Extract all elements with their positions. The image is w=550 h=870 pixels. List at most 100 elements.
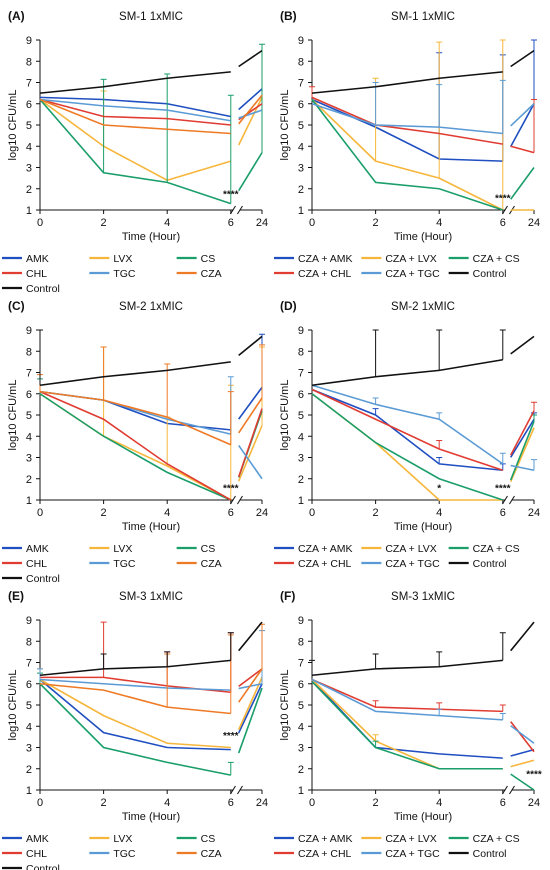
panel-b-series-cza-cs bbox=[311, 99, 535, 211]
panel-a-series-cs bbox=[39, 43, 265, 205]
panel-f-x-tick-label: 24 bbox=[528, 797, 540, 809]
panel-a-y-label: log10 CFU/mL bbox=[7, 90, 19, 161]
panel-d-y-tick-label: 8 bbox=[298, 346, 304, 358]
panel-f-series-cza-cs bbox=[311, 681, 535, 791]
panel-a-line-tail-cza bbox=[238, 94, 263, 125]
panel-c-legend-lvx: LVX bbox=[89, 543, 132, 555]
panel-b-legend-cza-tgc: CZA + TGC bbox=[361, 268, 440, 280]
panel-b-x-tick-label: 0 bbox=[309, 217, 315, 229]
panel-c-legend-label: Control bbox=[26, 573, 60, 585]
panel-e-axis-break bbox=[230, 785, 236, 795]
panel-c-legend-tgc: TGC bbox=[89, 558, 136, 570]
panel-c-line-chl bbox=[39, 390, 232, 501]
panel-e-legend-label: CZA bbox=[201, 848, 222, 860]
panel-c-legend-label: TGC bbox=[113, 558, 136, 570]
panel-f-legend-cza-tgc: CZA + TGC bbox=[361, 848, 440, 860]
panel-b-line-control bbox=[311, 71, 503, 94]
panel-b-legend-label: CZA + AMK bbox=[298, 253, 353, 265]
panel-d-y-tick-label: 2 bbox=[298, 474, 304, 486]
panel-a-legend-cza: CZA bbox=[176, 268, 222, 280]
panel-b-y-tick-label: 1 bbox=[298, 205, 304, 217]
panel-d-line-cza-cs bbox=[311, 393, 504, 501]
panel-e-series-cs bbox=[37, 672, 263, 776]
panel-e-series-amk bbox=[39, 678, 263, 751]
panel-c-legend-label: LVX bbox=[113, 543, 132, 555]
panel-b-legend-label: CZA + CHL bbox=[298, 268, 352, 280]
panel-a-line-cza bbox=[39, 98, 231, 135]
panel-a-axis-break bbox=[230, 205, 236, 215]
panel-f-line-cza-tgc bbox=[311, 678, 503, 721]
panel-c-legend-chl: CHL bbox=[2, 558, 47, 570]
panel-e-line-cs bbox=[39, 683, 231, 776]
panel-e-y-label: log10 CFU/mL bbox=[7, 670, 19, 741]
panel-d-legend-cza-amk: CZA + AMK bbox=[274, 543, 353, 555]
panel-b-legend-label: Control bbox=[473, 268, 507, 280]
panel-c-y-tick-label: 6 bbox=[26, 389, 32, 401]
panel-c-y-tick-label: 3 bbox=[26, 453, 32, 465]
panel-b-line-tail-cza-amk bbox=[509, 103, 535, 147]
panel-a-legend-label: Control bbox=[26, 283, 60, 295]
panel-c-significance: **** bbox=[223, 484, 239, 495]
panel-c-legend-label: AMK bbox=[26, 543, 49, 555]
panel-f-axis-break bbox=[509, 785, 515, 795]
panel-e-y-tick-label: 2 bbox=[26, 764, 32, 776]
panel-f-y-tick-label: 9 bbox=[298, 615, 304, 627]
panel-d-x-tick-label: 2 bbox=[373, 507, 379, 519]
panel-d-line-cza-lvx bbox=[311, 393, 503, 501]
panel-f-series-cza-amk bbox=[311, 678, 535, 759]
panel-a-y-tick-label: 6 bbox=[26, 99, 32, 111]
panel-a-line-tail-control bbox=[238, 49, 263, 68]
panel-a-significance: **** bbox=[223, 189, 239, 200]
panel-d-legend-cza-chl: CZA + CHL bbox=[274, 558, 352, 570]
panel-b-line-cza-tgc bbox=[311, 102, 503, 135]
panel-d-legend-label: CZA + CHL bbox=[298, 558, 352, 570]
panel-e-axis-break bbox=[237, 785, 243, 795]
panel-f-y-tick-label: 6 bbox=[298, 679, 304, 691]
panel-c-x-tick-label: 0 bbox=[37, 507, 43, 519]
panel-e-significance: **** bbox=[223, 731, 239, 742]
panel-b-line-cza-chl bbox=[311, 96, 503, 145]
panel-c-y-tick-label: 9 bbox=[26, 325, 32, 337]
panel-b-series-cza-chl bbox=[309, 86, 537, 154]
panel-e-x-tick-label: 6 bbox=[228, 797, 234, 809]
panel-a-line-control bbox=[39, 71, 231, 94]
panel-d-y-tick-label: 3 bbox=[298, 453, 304, 465]
panel-a-legend-label: TGC bbox=[113, 268, 136, 280]
panel-b-line-tail-control bbox=[510, 49, 535, 68]
panel-f-line-tail-cza-amk bbox=[510, 748, 535, 757]
panel-b-y-tick-label: 4 bbox=[298, 141, 304, 153]
panel-a-x-tick-label: 4 bbox=[164, 217, 170, 229]
panel-a-x-tick-label: 6 bbox=[228, 217, 234, 229]
panel-b-series-cza-lvx bbox=[311, 39, 534, 211]
panel-d-title: SM-2 1xMIC bbox=[391, 301, 455, 313]
panel-c-legend-label: CS bbox=[201, 543, 216, 555]
panel-a-y-tick-label: 7 bbox=[26, 78, 32, 90]
panel-b-line-tail-cza-tgc bbox=[510, 103, 535, 127]
panel-f-legend-cza-chl: CZA + CHL bbox=[274, 848, 352, 860]
panel-c-y-tick-label: 8 bbox=[26, 346, 32, 358]
panel-b-x-tick-label: 4 bbox=[436, 217, 442, 229]
panel-a-line-tail-tgc bbox=[238, 109, 263, 119]
panel-f-series-cza-lvx bbox=[311, 678, 535, 770]
panel-b-x-tick-label: 6 bbox=[500, 217, 506, 229]
panel-a-axis-break bbox=[237, 205, 243, 215]
panel-d-axis-break bbox=[502, 495, 508, 505]
panel-d-line-cza-tgc bbox=[311, 384, 504, 465]
panel-d-legend-label: CZA + CS bbox=[473, 543, 520, 555]
panel-e-x-label: Time (Hour) bbox=[122, 811, 180, 823]
panel-c-legend-cza: CZA bbox=[176, 558, 222, 570]
panel-a-legend-chl: CHL bbox=[2, 268, 47, 280]
panel-c-y-label: log10 CFU/mL bbox=[7, 380, 19, 451]
panel-c-y-tick-label: 7 bbox=[26, 368, 32, 380]
panel-a-title: SM-1 1xMIC bbox=[119, 11, 183, 23]
panel-e-legend-label: AMK bbox=[26, 833, 49, 845]
panel-b-line-cza-cs bbox=[311, 99, 504, 211]
panel-f-y-tick-label: 2 bbox=[298, 764, 304, 776]
panel-e-y-tick-label: 7 bbox=[26, 658, 32, 670]
panel-a-legend-tgc: TGC bbox=[89, 268, 136, 280]
panel-f-line-tail-cza-chl bbox=[510, 721, 535, 753]
panel-f-line-cza-chl bbox=[311, 678, 503, 713]
panel-e-legend-label: TGC bbox=[113, 848, 136, 860]
